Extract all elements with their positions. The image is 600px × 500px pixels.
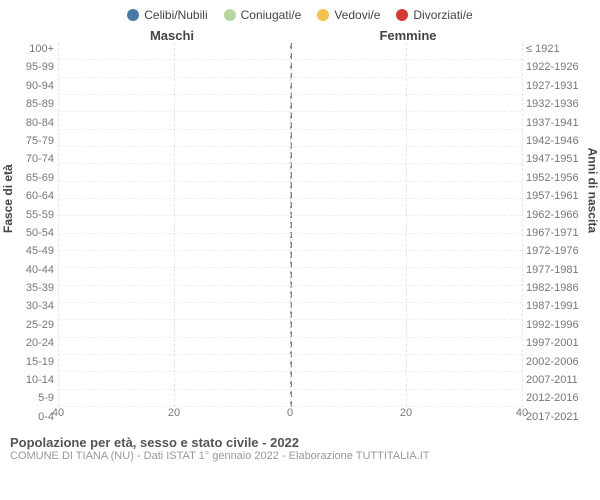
age-band-label: 20-24	[10, 337, 54, 349]
age-band-label: 70-74	[10, 153, 54, 165]
birth-year-label: 1927-1931	[526, 80, 590, 92]
x-tick-label: 0	[287, 407, 293, 419]
gridline	[406, 43, 407, 407]
age-band-label: 55-59	[10, 209, 54, 221]
age-band-label: 50-54	[10, 227, 54, 239]
birth-year-label: 1962-1966	[526, 209, 590, 221]
plot-area: 402002040	[58, 43, 522, 423]
age-band-label: 45-49	[10, 245, 54, 257]
gridline	[290, 43, 291, 407]
age-band-label: 90-94	[10, 80, 54, 92]
birth-year-label: 1922-1926	[526, 61, 590, 73]
chart-title: Popolazione per età, sesso e stato civil…	[10, 435, 590, 450]
y-axis-left-labels: 100+ 95-99 90-94 85-89 80-84 75-79 70-74 65-69 6…	[10, 43, 58, 423]
age-band-label: 100+	[10, 43, 54, 55]
age-band-label: 75-79	[10, 135, 54, 147]
y-axis-right-title: Anni di nascita	[585, 148, 599, 233]
gridline	[58, 43, 59, 407]
column-headers: Maschi Femmine	[10, 28, 590, 43]
legend-swatch	[127, 9, 139, 21]
age-band-label: 10-14	[10, 374, 54, 386]
chart-source: COMUNE DI TIANA (NU) - Dati ISTAT 1° gen…	[10, 450, 590, 462]
age-band-label: 0-4	[10, 411, 54, 423]
age-band-label: 15-19	[10, 356, 54, 368]
birth-year-label: 1957-1961	[526, 190, 590, 202]
birth-year-label: 1972-1976	[526, 245, 590, 257]
age-band-label: 40-44	[10, 264, 54, 276]
plot: Fasce di età 100+95-9990-9485-8980-8475-…	[10, 43, 590, 423]
x-tick-label: 40	[52, 407, 64, 419]
y-axis-left-title: Fasce di età	[1, 164, 15, 233]
y-axis-right-labels: ≤ 1921 1922-1926 1927-1931 1932-1936 1937-19…	[522, 43, 590, 423]
legend-label: Celibi/Nubili	[144, 8, 207, 22]
gridline	[174, 43, 175, 407]
footer: Popolazione per età, sesso e stato civil…	[0, 429, 600, 472]
x-tick-label: 40	[516, 407, 528, 419]
legend-swatch	[224, 9, 236, 21]
age-band-label: 30-34	[10, 300, 54, 312]
birth-year-label: 1977-1981	[526, 264, 590, 276]
birth-year-label: 2007-2011	[526, 374, 590, 386]
age-band-label: 85-89	[10, 98, 54, 110]
birth-year-label: 1952-1956	[526, 172, 590, 184]
age-band-label: 25-29	[10, 319, 54, 331]
birth-year-label: 1942-1946	[526, 135, 590, 147]
birth-year-label: 2002-2006	[526, 356, 590, 368]
legend-label: Vedovi/e	[334, 8, 380, 22]
legend-label: Divorziati/e	[413, 8, 472, 22]
age-band-label: 80-84	[10, 117, 54, 129]
birth-year-label: 1982-1986	[526, 282, 590, 294]
birth-year-label: 1937-1941	[526, 117, 590, 129]
legend-swatch	[317, 9, 329, 21]
x-tick-label: 20	[168, 407, 180, 419]
legend-item: Celibi/Nubili	[127, 8, 207, 22]
birth-year-label: 1932-1936	[526, 98, 590, 110]
legend-item: Divorziati/e	[396, 8, 472, 22]
population-pyramid-chart: Celibi/Nubili Coniugati/e Vedovi/e Divorzia…	[0, 0, 600, 429]
birth-year-label: 1997-2001	[526, 337, 590, 349]
x-axis: 402002040	[58, 407, 522, 423]
x-tick-label: 20	[400, 407, 412, 419]
birth-year-label: 1967-1971	[526, 227, 590, 239]
female-header: Femmine	[290, 28, 526, 43]
legend-item: Vedovi/e	[317, 8, 380, 22]
age-band-label: 60-64	[10, 190, 54, 202]
age-band-label: 5-9	[10, 392, 54, 404]
birth-year-label: 1947-1951	[526, 153, 590, 165]
age-band-label: 65-69	[10, 172, 54, 184]
birth-year-label: 2017-2021	[526, 411, 590, 423]
age-band-label: 35-39	[10, 282, 54, 294]
birth-year-label: 1992-1996	[526, 319, 590, 331]
age-band-label: 95-99	[10, 61, 54, 73]
legend-label: Coniugati/e	[241, 8, 302, 22]
legend-item: Coniugati/e	[224, 8, 302, 22]
birth-year-label: ≤ 1921	[526, 43, 590, 55]
gridline	[522, 43, 523, 407]
legend-swatch	[396, 9, 408, 21]
birth-year-label: 1987-1991	[526, 300, 590, 312]
birth-year-label: 2012-2016	[526, 392, 590, 404]
legend: Celibi/Nubili Coniugati/e Vedovi/e Divorzia…	[10, 8, 590, 22]
male-header: Maschi	[54, 28, 290, 43]
